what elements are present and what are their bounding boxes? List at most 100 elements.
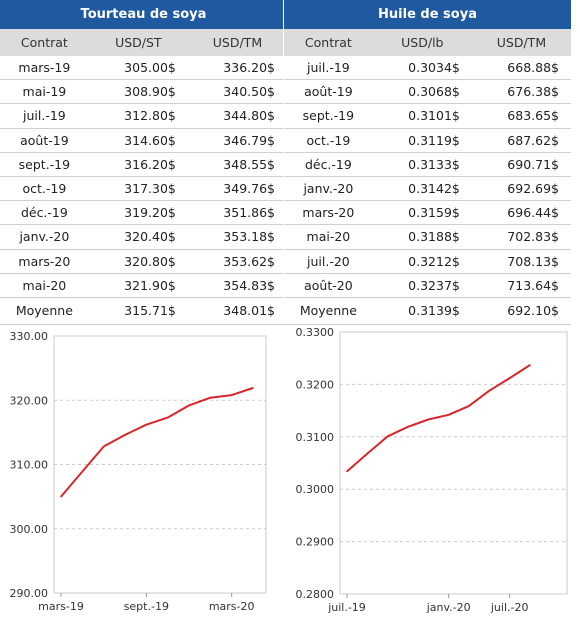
- price-cell: 0.3034$: [372, 56, 472, 81]
- contract-cell: juil.-19: [284, 56, 373, 81]
- data-point: [468, 405, 470, 407]
- price-cell: 353.62$: [187, 249, 287, 274]
- contract-cell: mars-19: [0, 56, 89, 81]
- contract-cell: janv.-20: [0, 224, 89, 250]
- price-cell: 336.20$: [187, 56, 287, 81]
- table-row: juil.-19 312.80$ 344.80$: [0, 103, 287, 129]
- price-cell: 713.64$: [471, 273, 571, 298]
- table-row: déc.-19 0.3133$ 690.71$: [284, 152, 571, 177]
- table-row: oct.-19 317.30$ 349.76$: [0, 176, 287, 202]
- price-cell: 708.13$: [471, 249, 571, 274]
- contract-cell: juil.-20: [284, 249, 373, 274]
- soy-oil-line-chart: 0.33000.32000.31000.30000.29000.2800juil…: [296, 326, 568, 614]
- header-usd-tm: USD/TM: [187, 29, 287, 56]
- x-tick-label: juil.-20: [490, 601, 529, 614]
- y-tick-label: 320.00: [10, 394, 49, 407]
- contract-cell: juil.-19: [0, 103, 89, 129]
- table-row: mai-19 308.90$ 340.50$: [0, 79, 287, 105]
- y-tick-label: 0.3200: [296, 378, 335, 391]
- data-point: [209, 396, 212, 399]
- price-cell: 305.00$: [88, 56, 188, 81]
- price-cell: 687.62$: [471, 128, 571, 153]
- price-cell: 0.3159$: [372, 200, 472, 226]
- y-tick-label: 0.2900: [296, 536, 335, 549]
- data-point: [230, 394, 233, 396]
- data-point: [386, 435, 389, 438]
- price-cell: 0.3068$: [372, 79, 472, 105]
- table-row: mars-20 320.80$ 353.62$: [0, 249, 287, 274]
- price-cell: 346.79$: [187, 128, 287, 153]
- price-cell: 676.38$: [471, 79, 571, 105]
- table-row: oct.-19 0.3119$ 687.62$: [284, 128, 571, 153]
- price-cell: 702.83$: [471, 224, 571, 250]
- y-tick-label: 330.00: [10, 330, 49, 343]
- price-series-line: [60, 387, 254, 498]
- price-cell: 319.20$: [88, 200, 188, 226]
- price-cell: 354.83$: [187, 273, 287, 298]
- header-usd-lb: USD/lb: [372, 29, 472, 56]
- data-point: [60, 495, 62, 498]
- y-tick-label: 290.00: [10, 587, 49, 600]
- contract-cell: août-19: [0, 128, 89, 153]
- data-point: [188, 404, 190, 407]
- table-row: mars-19 305.00$ 336.20$: [0, 56, 287, 81]
- y-tick-label: 0.2800: [296, 588, 335, 601]
- average-row: Moyenne 0.3139$ 692.10$: [284, 296, 571, 325]
- price-cell: 312.80$: [88, 103, 188, 129]
- price-cell: 668.88$: [471, 56, 571, 81]
- price-cell: 308.90$: [88, 79, 188, 105]
- price-cell: 683.65$: [471, 103, 571, 129]
- contract-cell: mars-20: [284, 200, 373, 226]
- x-tick-label: mars-20: [209, 600, 255, 613]
- data-point: [124, 434, 126, 436]
- soy-meal-title: Tourteau de soya: [0, 0, 287, 29]
- price-cell: 314.60$: [88, 128, 188, 153]
- contract-cell: mai-19: [0, 79, 89, 105]
- data-point: [407, 426, 409, 428]
- price-cell: 320.80$: [88, 249, 188, 274]
- price-cell: 340.50$: [187, 79, 287, 105]
- price-cell: 0.3188$: [372, 224, 472, 250]
- data-point: [81, 470, 84, 473]
- data-point: [427, 418, 430, 421]
- price-cell: 348.55$: [187, 152, 287, 177]
- x-tick-label: janv.-20: [426, 601, 471, 614]
- data-point: [529, 364, 531, 366]
- price-cell: 696.44$: [471, 200, 571, 226]
- header-usd-tm: USD/TM: [471, 29, 571, 56]
- price-cell: 316.20$: [88, 152, 188, 177]
- price-cell: 692.69$: [471, 176, 571, 202]
- price-cell: 321.90$: [88, 273, 188, 298]
- table-row: juil.-19 0.3034$ 668.88$: [284, 56, 571, 81]
- y-tick-label: 0.3000: [296, 483, 335, 496]
- price-cell: 344.80$: [187, 103, 287, 129]
- data-point: [145, 423, 148, 426]
- average-label: Moyenne: [0, 296, 89, 325]
- data-point: [488, 389, 491, 392]
- y-tick-label: 0.3300: [296, 326, 335, 339]
- data-point: [346, 470, 348, 473]
- contract-cell: sept.-19: [284, 103, 373, 129]
- header-usd-st: USD/ST: [88, 29, 188, 56]
- price-cell: 351.86$: [187, 200, 287, 226]
- table-row: sept.-19 0.3101$ 683.65$: [284, 103, 571, 129]
- table-row: août-19 0.3068$ 676.38$: [284, 79, 571, 105]
- price-cell: 0.3119$: [372, 128, 472, 153]
- contract-cell: déc.-19: [284, 152, 373, 177]
- table-row: sept.-19 316.20$ 348.55$: [0, 152, 287, 177]
- contract-cell: août-20: [284, 273, 373, 298]
- average-value: 692.10$: [471, 296, 571, 325]
- average-label: Moyenne: [284, 296, 373, 325]
- data-point: [447, 413, 450, 416]
- x-tick-label: sept.-19: [124, 600, 169, 613]
- table-row: janv.-20 0.3142$ 692.69$: [284, 176, 571, 202]
- price-cell: 0.3142$: [372, 176, 472, 202]
- contract-cell: mars-20: [0, 249, 89, 274]
- data-point: [102, 445, 105, 448]
- soy-meal-table: Tourteau de soya Contrat USD/ST USD/TM m…: [0, 0, 287, 325]
- data-point: [252, 387, 254, 389]
- contract-cell: mai-20: [284, 224, 373, 250]
- soy-oil-table: Huile de soya Contrat USD/lb USD/TM juil…: [284, 0, 571, 325]
- average-value: 315.71$: [88, 296, 188, 325]
